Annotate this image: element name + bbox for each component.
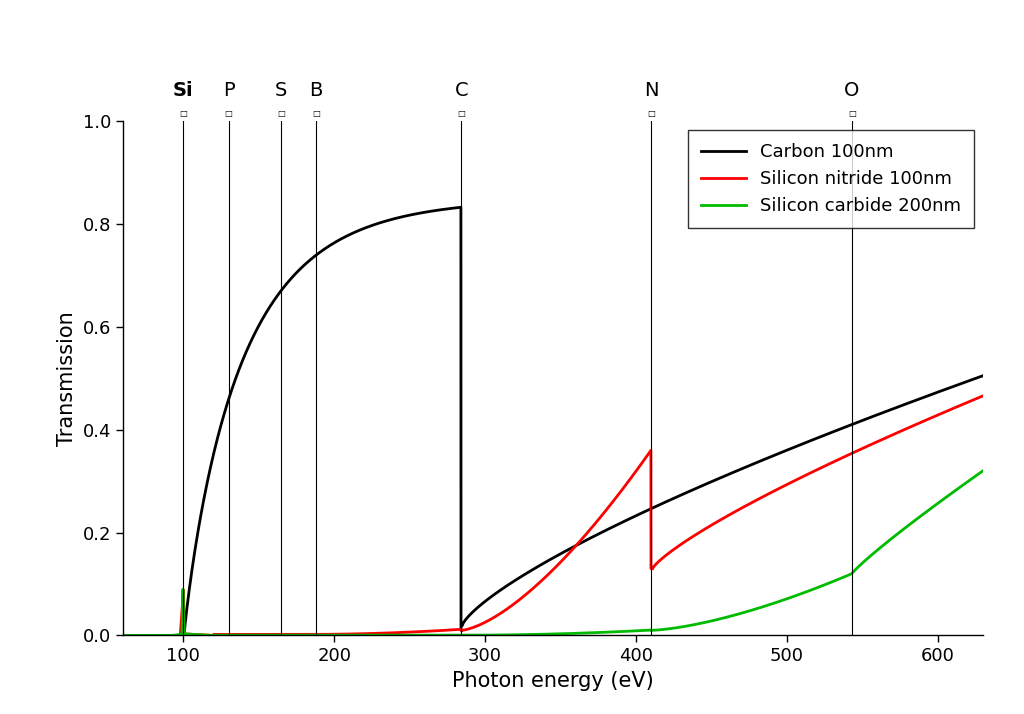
X-axis label: Photon energy (eV): Photon energy (eV) bbox=[452, 671, 654, 691]
Carbon 100nm bbox=[864, 413, 877, 422]
Silicon nitride 100nm bbox=[666, 546, 678, 555]
Text: C: C bbox=[455, 81, 468, 100]
Line: Silicon carbide 200nm: Silicon carbide 200nm bbox=[123, 471, 983, 635]
Silicon nitride 100nm bbox=[977, 391, 989, 400]
Line: Carbon 100nm: Carbon 100nm bbox=[123, 207, 983, 635]
Silicon carbide 200nm bbox=[666, 624, 678, 633]
Y-axis label: Transmission: Transmission bbox=[57, 311, 77, 446]
Silicon nitride 100nm bbox=[975, 392, 987, 401]
Silicon carbide 200nm bbox=[117, 631, 129, 640]
Carbon 100nm bbox=[977, 371, 989, 380]
Silicon nitride 100nm bbox=[888, 430, 900, 438]
Text: B: B bbox=[309, 81, 323, 100]
Carbon 100nm bbox=[666, 495, 678, 503]
Silicon nitride 100nm bbox=[966, 396, 978, 405]
Silicon nitride 100nm bbox=[117, 631, 129, 640]
Silicon carbide 200nm bbox=[977, 466, 989, 475]
Text: S: S bbox=[275, 81, 288, 100]
Silicon carbide 200nm bbox=[975, 468, 987, 476]
Text: □: □ bbox=[179, 109, 186, 118]
Silicon nitride 100nm bbox=[504, 603, 516, 611]
Text: □: □ bbox=[647, 109, 654, 118]
Text: □: □ bbox=[224, 109, 232, 118]
Silicon nitride 100nm bbox=[864, 441, 877, 449]
Text: N: N bbox=[644, 81, 658, 100]
Text: □: □ bbox=[278, 109, 286, 118]
Carbon 100nm bbox=[504, 580, 516, 588]
Carbon 100nm bbox=[117, 631, 129, 640]
Silicon carbide 200nm bbox=[504, 630, 516, 639]
Text: P: P bbox=[222, 81, 234, 100]
Carbon 100nm bbox=[975, 372, 987, 381]
Text: O: O bbox=[844, 81, 859, 100]
Silicon carbide 200nm bbox=[965, 475, 977, 483]
Legend: Carbon 100nm, Silicon nitride 100nm, Silicon carbide 200nm: Carbon 100nm, Silicon nitride 100nm, Sil… bbox=[688, 131, 974, 228]
Text: □: □ bbox=[458, 109, 465, 118]
Silicon carbide 200nm bbox=[888, 532, 900, 540]
Carbon 100nm bbox=[888, 404, 900, 413]
Carbon 100nm bbox=[966, 376, 978, 384]
Silicon carbide 200nm bbox=[864, 552, 877, 560]
Text: □: □ bbox=[848, 109, 856, 118]
Text: Si: Si bbox=[173, 81, 194, 100]
Text: □: □ bbox=[312, 109, 319, 118]
Line: Silicon nitride 100nm: Silicon nitride 100nm bbox=[123, 396, 983, 635]
